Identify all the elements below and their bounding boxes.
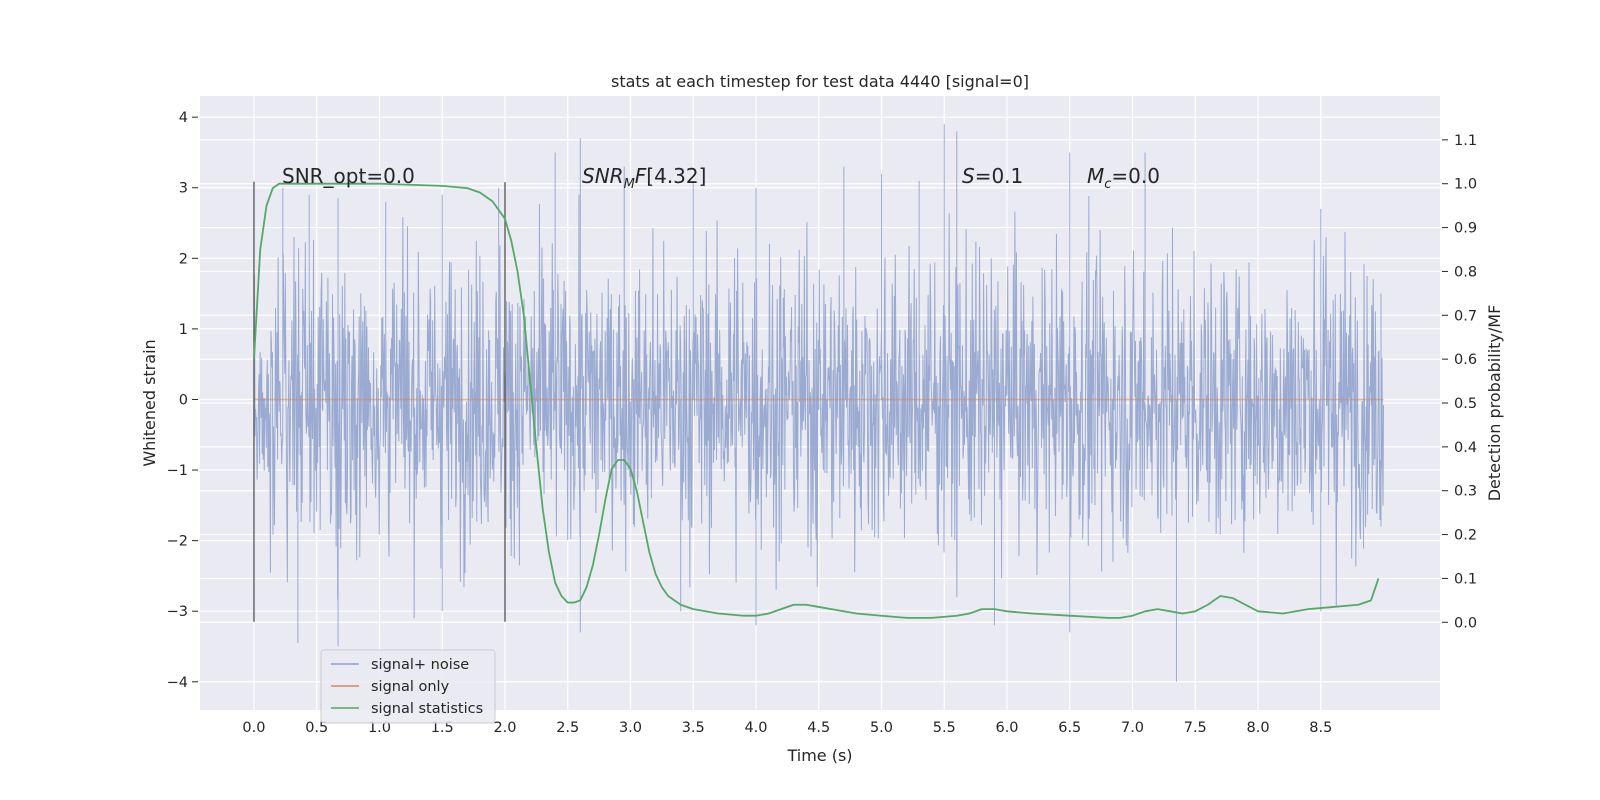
y-tick-label: −4 [167, 675, 188, 691]
y-tick-label: 1 [179, 322, 188, 338]
y2-tick-label: 0.5 [1454, 396, 1477, 412]
x-tick-label: 1.5 [431, 720, 454, 736]
y2-tick-label: 0.3 [1454, 484, 1477, 500]
annotation-snr-opt: SNR_opt=0.0 [282, 164, 415, 188]
y-tick-label: −2 [167, 534, 188, 550]
y2-tick-label: 0.7 [1454, 308, 1477, 324]
y2-tick-label: 1.1 [1454, 133, 1477, 149]
signal-statistics-line [253, 182, 1380, 619]
x-tick-label: 0.0 [242, 720, 265, 736]
y2-tick-label: 0.6 [1454, 352, 1477, 368]
y2-tick-label: 1.0 [1454, 177, 1477, 193]
y2-axis-label: Detection probability/MF [1485, 305, 1504, 502]
annotation-mc-value: =0.0 [1111, 164, 1160, 188]
x-tick-label: 5.5 [933, 720, 956, 736]
annotation-snr-mf: SNRMF[4.32] [582, 164, 706, 192]
y2-tick-label: 0.1 [1454, 571, 1477, 587]
marker-lines [253, 182, 506, 622]
annotation-snr-mf-value: [4.32] [646, 164, 706, 188]
x-tick-label: 3.0 [619, 720, 642, 736]
x-tick-label: 5.0 [870, 720, 893, 736]
chart-title: stats at each timestep for test data 444… [611, 72, 1029, 91]
y2-tick-label: 0.0 [1454, 615, 1477, 631]
tick-labels: 0.0 0.5 1.0 1.5 2.0 2.5 3.0 3.5 4.0 4.5 5.0 5.5 6.0 6… [167, 110, 1477, 736]
x-tick-label: 7.5 [1184, 720, 1207, 736]
x-axis-label: Time (s) [786, 746, 852, 765]
y2-tick-label: 0.8 [1454, 264, 1477, 280]
y-tick-label: −1 [167, 463, 188, 479]
x-tick-label: 6.5 [1058, 720, 1081, 736]
y-tick-label: 4 [179, 110, 188, 126]
legend: signal+ noise signal only signal statist… [320, 649, 496, 724]
x-tick-label: 3.5 [682, 720, 705, 736]
y2-tick-label: 0.9 [1454, 221, 1477, 237]
x-tick-label: 8.0 [1246, 720, 1269, 736]
x-tick-label: 2.5 [556, 720, 579, 736]
y2-tick-label: 0.4 [1454, 440, 1477, 456]
y-tick-label: 2 [179, 251, 188, 267]
x-tick-label: 7.0 [1121, 720, 1144, 736]
x-tick-label: 2.0 [493, 720, 516, 736]
x-tick-label: 4.5 [807, 720, 830, 736]
x-tick-label: 0.5 [305, 720, 328, 736]
y-tick-label: −3 [167, 604, 188, 620]
annotation-mc: Mc=0.0 [1087, 164, 1160, 192]
x-tick-label: 8.5 [1309, 720, 1332, 736]
x-tick-label: 4.0 [744, 720, 767, 736]
x-tick-label: 6.0 [995, 720, 1018, 736]
legend-label-signal-statistics: signal statistics [371, 701, 483, 717]
legend-label-signal-only: signal only [371, 679, 450, 695]
x-tick-label: 1.0 [368, 720, 391, 736]
y-axis-label: Whitened strain [140, 339, 159, 466]
annotation-s-value: =0.1 [975, 164, 1024, 188]
legend-box [320, 649, 496, 724]
y2-tick-label: 0.2 [1454, 528, 1477, 544]
series-signal-statistics [253, 182, 1380, 619]
y-tick-label: 0 [179, 392, 188, 408]
annotation-s: S=0.1 [962, 164, 1023, 188]
legend-label-signal-noise: signal+ noise [371, 657, 469, 673]
y-tick-label: 3 [179, 181, 188, 197]
